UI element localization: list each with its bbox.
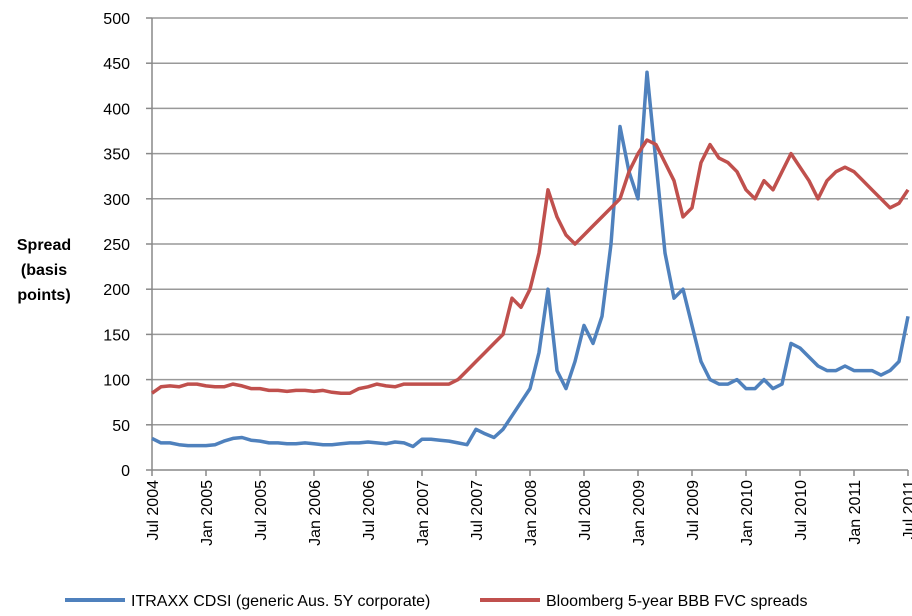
x-tick-label: Jul 2010	[793, 480, 810, 541]
y-axis-label: points)	[17, 287, 70, 304]
y-tick-label: 350	[103, 147, 130, 164]
y-tick-label: 250	[103, 237, 130, 254]
series-line	[151, 70, 910, 449]
x-tick-label: Jul 2008	[577, 480, 594, 541]
y-axis-label: Spread	[17, 237, 71, 254]
y-tick-label: 200	[103, 282, 130, 299]
y-tick-label: 50	[112, 418, 130, 435]
x-tick-label: Jul 2007	[469, 480, 486, 541]
x-tick-label: Jan 2008	[523, 480, 540, 546]
x-tick-label: Jan 2011	[847, 480, 864, 545]
legend-label: ITRAXX CDSI (generic Aus. 5Y corporate)	[131, 593, 430, 610]
x-tick-label: Jan 2006	[307, 480, 324, 546]
x-tick-label: Jan 2007	[415, 480, 432, 546]
x-tick-label: Jul 2004	[145, 480, 162, 541]
y-tick-label: 500	[103, 11, 130, 28]
x-tick-label: Jul 2006	[361, 480, 378, 541]
y-axis-label: (basis	[21, 262, 67, 279]
legend-label: Bloomberg 5-year BBB FVC spreads	[546, 593, 807, 610]
y-tick-label: 100	[103, 373, 130, 390]
x-tick-label: Jan 2005	[199, 480, 216, 546]
x-tick-label: Jul 2005	[253, 480, 270, 541]
x-tick-label: Jan 2010	[739, 480, 756, 546]
y-tick-label: 400	[103, 101, 130, 118]
x-tick-label: Jan 2009	[631, 480, 648, 546]
x-tick-label: Jul 2011	[901, 480, 912, 539]
y-tick-label: 450	[103, 56, 130, 73]
x-tick-label: Jul 2009	[685, 480, 702, 541]
y-tick-label: 300	[103, 192, 130, 209]
series-line	[150, 138, 910, 395]
y-tick-label: 150	[103, 327, 130, 344]
y-tick-label: 0	[121, 463, 130, 480]
